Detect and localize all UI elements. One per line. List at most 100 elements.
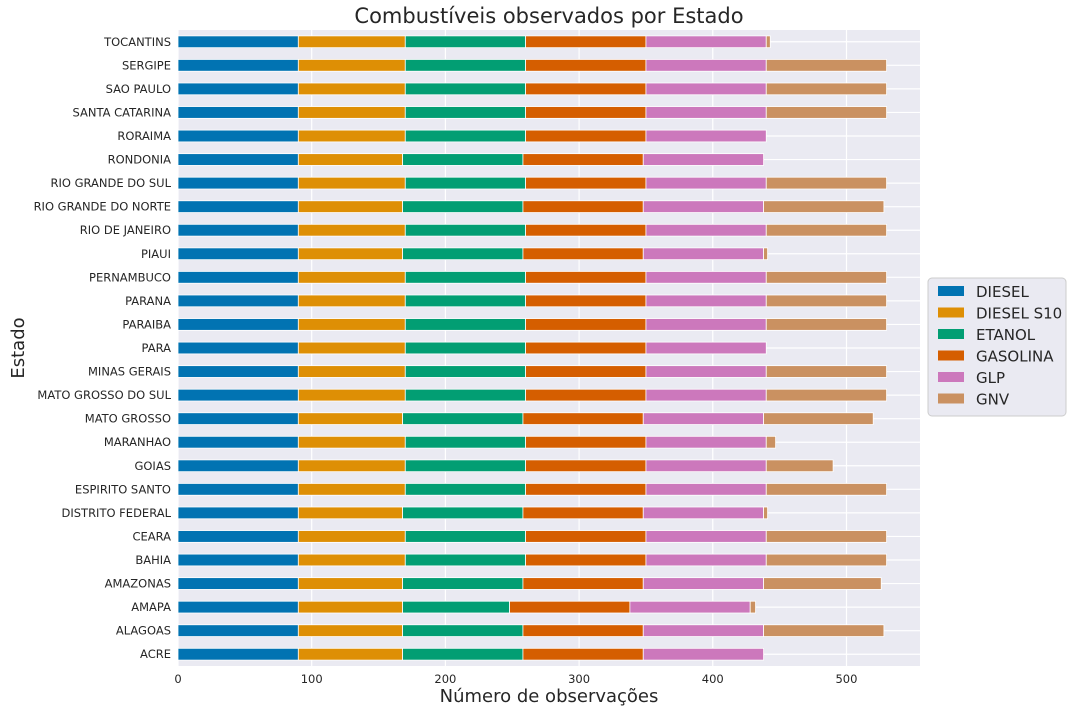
y-tick-label: CEARA [132,529,171,543]
bar-segment [642,200,764,213]
bar-segment [645,341,767,355]
bar-segment [297,106,406,119]
bar-segment [297,412,404,425]
bar-segment [402,412,524,425]
bar-segment [297,647,404,661]
legend-label: DIESEL S10 [976,305,1062,323]
bar-segment [402,577,524,590]
bar-segment [525,341,647,355]
y-tick-label: BAHIA [135,553,171,567]
bar-segment [645,435,767,449]
y-tick-label: SANTA CATARINA [73,105,172,119]
bar-segment [525,365,647,378]
legend-swatch [938,307,964,318]
bar-segment [522,577,644,590]
bar-segment [177,624,299,637]
bar-segment [645,82,767,96]
bar-segment [402,153,524,166]
bar-segment [177,153,299,166]
bar-segment [297,247,404,261]
bar-segment [404,59,527,72]
y-tick-label: AMAPA [131,600,171,614]
bar-segment [765,82,887,96]
bar-segment [763,200,885,213]
legend-swatch [938,350,964,361]
y-tick-label: SERGIPE [122,58,171,72]
bar-segment [749,600,756,614]
bar-segment [509,600,631,614]
bar-segment [765,318,887,331]
y-tick-label: PERNAMBUCO [89,270,171,284]
bar-segment [402,600,510,614]
bar-segment [177,506,299,520]
bar-segment [404,223,527,237]
bar-segment [404,553,527,567]
y-tick-label: ALAGOAS [116,624,171,638]
bar-segment [297,223,406,237]
x-tick-label: 500 [835,672,857,686]
bar-segment [765,435,777,449]
y-tick-label: MATO GROSSO [85,412,171,426]
legend-swatch [938,329,964,339]
bar-segment [763,577,882,590]
bar-segment [177,412,299,425]
y-tick-label: AMAZONAS [105,577,171,591]
legend-label: GNV [976,391,1010,409]
bar-segment [765,365,887,378]
y-tick-label: RIO GRANDE DO SUL [51,176,172,190]
bar-segment [765,294,887,308]
bar-segment [525,271,647,284]
bar-segment [645,129,767,143]
y-tick-labels: ACRE ALAGOAS AMAPA AMAZONAS BAHIA CEARA DISTRI… [34,35,172,661]
bar-segment [297,600,404,614]
bar-segment [765,106,887,119]
bar-segment [404,129,527,143]
x-tick-label: 300 [568,672,590,686]
bar-segment [645,553,767,567]
bar-segment [645,223,767,237]
bar-segment [297,318,406,331]
bar-segment [404,106,527,119]
y-tick-label: GOIAS [134,459,171,473]
bar-segment [297,553,406,567]
bar-segment [645,459,767,473]
bar-segment [297,271,406,284]
bar-segment [297,624,404,637]
y-tick-label: RONDONIA [108,153,172,167]
legend-swatch [938,393,964,404]
bar-segment [765,483,887,496]
bar-segment [522,153,644,166]
bar-segment [177,341,299,355]
bar-segment [177,59,299,72]
bar-segment [177,35,299,49]
bar-segment [177,388,299,402]
bar-segment [404,35,527,49]
bar-segment [297,200,404,213]
bar-segment [404,459,527,473]
bar-segment [297,388,406,402]
x-tick-label: 0 [174,672,181,686]
bar-segment [404,483,527,496]
bar-segment [297,577,404,590]
bars [177,35,887,661]
bar-segment [297,341,406,355]
bar-segment [404,341,527,355]
bar-segment [645,271,767,284]
bar-segment [177,647,299,661]
bar-segment [763,506,768,520]
x-tick-label: 200 [434,672,456,686]
bar-segment [642,153,764,166]
bar-segment [177,200,299,213]
y-axis-label: Estado [8,317,29,378]
bar-segment [525,82,647,96]
bar-segment [177,271,299,284]
bar-segment [404,294,527,308]
bar-segment [297,35,406,49]
bar-segment [522,506,644,520]
bar-segment [297,506,404,520]
x-axis-label: Número de observações [440,686,659,707]
bar-segment [645,176,767,190]
bar-segment [525,459,647,473]
bar-segment [402,624,524,637]
bar-segment [177,530,299,543]
